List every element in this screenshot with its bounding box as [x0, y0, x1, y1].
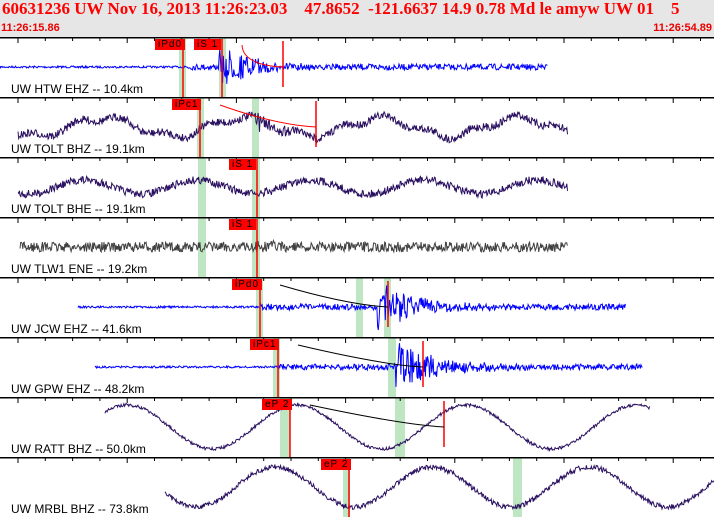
- trace-panel[interactable]: iS 1 UW TLW1 ENE -- 19.2km: [0, 217, 714, 277]
- station-label: UW TOLT BHZ -- 19.1km: [11, 142, 145, 156]
- end-time: 11:26:54.89: [653, 22, 712, 34]
- waveform: [164, 463, 714, 511]
- coda-curve: [279, 284, 389, 308]
- pick-flag[interactable]: iPc1: [172, 99, 202, 110]
- seismogram-panels[interactable]: iPd0 iS 1 UW HTW EHZ -- 10.4km iPc1 UW TOLT …: [0, 37, 714, 518]
- pick-flag[interactable]: iPc1: [250, 339, 280, 350]
- trace-panel[interactable]: iPd0 iS 1 UW HTW EHZ -- 10.4km: [0, 37, 714, 97]
- pick-window: [343, 457, 350, 517]
- station-label: UW GPW EHZ -- 48.2km: [11, 382, 145, 396]
- trace-panel[interactable]: iS 1 UW TOLT BHE -- 19.1km: [0, 157, 714, 217]
- trace-panel[interactable]: iPc1 UW TOLT BHZ -- 19.1km: [0, 97, 714, 157]
- trace-panel[interactable]: iPd0 UW JCW EHZ -- 41.6km: [0, 277, 714, 337]
- waveform: [104, 402, 651, 452]
- waveform: [17, 175, 568, 199]
- trace-svg: [0, 337, 714, 397]
- start-time: 11:26:15.86: [1, 22, 60, 34]
- station-label: UW RATT BHZ -- 50.0km: [11, 442, 146, 456]
- pick-window: [388, 337, 396, 397]
- pick-window: [356, 277, 363, 337]
- station-label: UW TLW1 ENE -- 19.2km: [11, 262, 148, 276]
- pick-flag[interactable]: iPd0: [232, 279, 263, 290]
- coda-curve: [219, 104, 317, 128]
- pick-window: [252, 97, 259, 157]
- trace-panel[interactable]: eP 2 UW RATT BHZ -- 50.0km: [0, 397, 714, 457]
- pick-flag[interactable]: iS 1: [194, 39, 222, 50]
- waveform: [0, 49, 548, 84]
- coda-curve: [297, 344, 424, 368]
- station-label: UW TOLT BHE -- 19.1km: [11, 202, 146, 216]
- trace-svg: [0, 217, 714, 277]
- event-header: 60631236 UW Nov 16, 2013 11:26:23.03 47.…: [0, 0, 714, 37]
- trace-svg: [0, 397, 714, 457]
- pick-flag[interactable]: iPd0: [155, 39, 186, 50]
- coda-curve: [241, 44, 284, 68]
- pick-window: [395, 397, 405, 457]
- waveform: [19, 238, 568, 254]
- station-label: UW JCW EHZ -- 41.6km: [11, 322, 142, 336]
- trace-panel[interactable]: iPc1 UW GPW EHZ -- 48.2km: [0, 337, 714, 397]
- trace-svg: [0, 277, 714, 337]
- pick-flag[interactable]: eP 2: [321, 459, 352, 470]
- pick-window: [198, 217, 206, 277]
- trace-svg: [0, 97, 714, 157]
- pick-flag[interactable]: iS 1: [229, 159, 257, 170]
- pick-flag[interactable]: iS 1: [229, 219, 257, 230]
- coda-curve: [309, 404, 445, 428]
- trace-panel[interactable]: eP 2 UW MRBL BHZ -- 73.8km: [0, 457, 714, 517]
- pick-window: [252, 157, 260, 217]
- waveform: [94, 343, 643, 387]
- waveform: [77, 285, 626, 331]
- waveform: [17, 110, 568, 144]
- event-title: 60631236 UW Nov 16, 2013 11:26:23.03 47.…: [2, 0, 680, 18]
- pick-window: [198, 157, 206, 217]
- pick-flag[interactable]: eP 2: [262, 399, 293, 410]
- pick-window: [280, 397, 290, 457]
- station-label: UW HTW EHZ -- 10.4km: [11, 82, 143, 96]
- station-label: UW MRBL BHZ -- 73.8km: [11, 502, 149, 516]
- pick-window: [513, 457, 522, 517]
